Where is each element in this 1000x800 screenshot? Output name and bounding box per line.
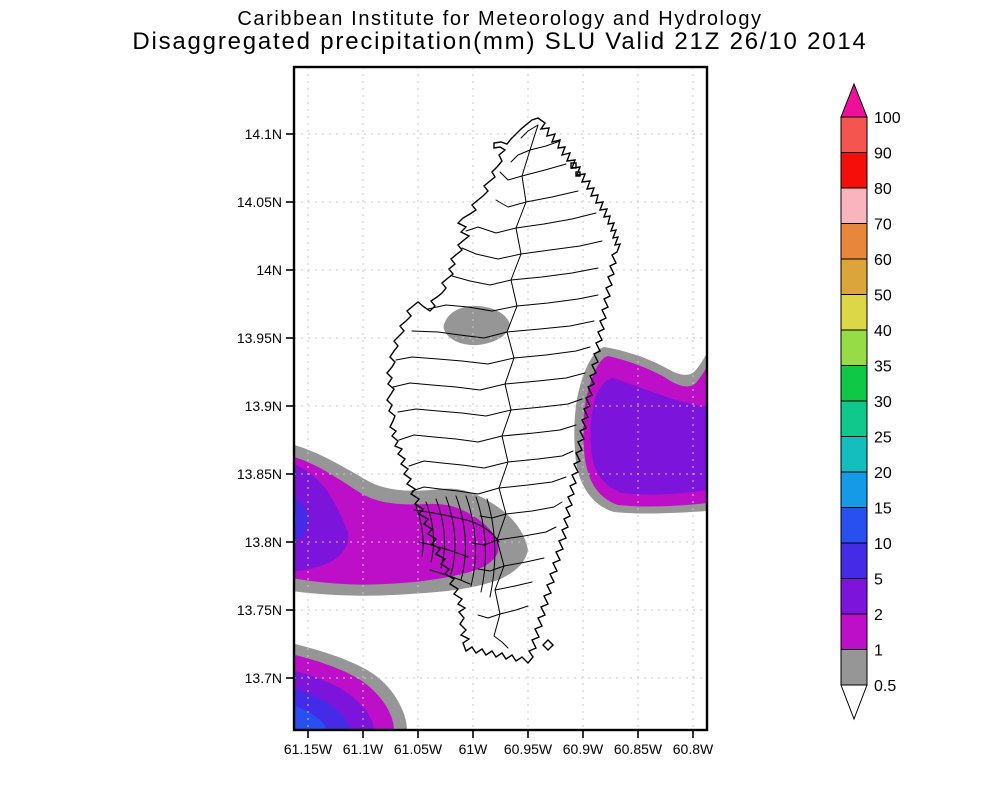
watershed-lines-southwest-fan	[413, 495, 509, 649]
colorbar-label: 5	[874, 572, 883, 589]
colorbar-label: 2	[874, 607, 883, 624]
watershed-lines-east	[494, 140, 603, 615]
colorbar-box-50-60	[840, 258, 868, 295]
saint-lucia-watershed-map	[386, 117, 622, 665]
colorbar-box-80-90	[840, 152, 868, 189]
y-axis-label: 14N	[256, 262, 282, 278]
northeast-islet-1	[570, 162, 577, 169]
colorbar-label: 10	[874, 536, 892, 553]
colorbar-box-5-10	[840, 542, 868, 579]
colorbar-box-2-5	[840, 578, 868, 615]
colorbar-box-35-40	[840, 329, 868, 366]
west-rain-area-5mm	[294, 497, 309, 542]
colorbar-arrow-over-100	[840, 82, 868, 118]
chart-title-line2: Disaggregated precipitation(mm) SLU Vali…	[132, 28, 868, 55]
colorbar-box-90-100	[840, 116, 868, 153]
colorbar-label: 35	[874, 359, 892, 376]
colorbar-label: 60	[874, 252, 892, 269]
northeast-islet-2	[575, 171, 581, 177]
watershed-lines-west	[392, 124, 539, 495]
colorbar-box-0.5-1	[840, 649, 868, 686]
colorbar-label: 90	[874, 146, 892, 163]
x-axis-label: 61.05W	[394, 741, 443, 757]
colorbar-box-20-25	[840, 436, 868, 473]
colorbar-box-25-30	[840, 400, 868, 437]
y-axis-label: 13.9N	[245, 398, 282, 414]
x-axis-label: 61W	[459, 741, 489, 757]
y-axis-label: 14.1N	[245, 126, 282, 142]
map-frame	[292, 65, 709, 732]
east-rain-area-2mm	[590, 378, 707, 495]
axis-ticks-and-labels: 14.1N 14.05N 14N 13.95N 13.9N 13.85N 13.8N 13.7…	[237, 126, 714, 757]
y-axis-label: 13.8N	[245, 534, 282, 550]
y-axis-label: 13.75N	[237, 602, 282, 618]
x-axis-label: 60.95W	[504, 741, 553, 757]
colorbar-box-30-35	[840, 365, 868, 402]
lat-lon-gridlines	[294, 67, 707, 730]
colorbar-box-10-15	[840, 507, 868, 544]
colorbar-label: 25	[874, 430, 892, 447]
x-axis-label: 60.8W	[673, 741, 714, 757]
color-scale-bar: 100 90 80 70 60 50 40 35 30 25 20 15 10 5 2 1 0.5	[840, 82, 901, 721]
x-axis-label: 60.9W	[563, 741, 604, 757]
coastline	[386, 117, 622, 665]
x-axis-label: 61.15W	[284, 741, 333, 757]
x-axis-label: 60.85W	[614, 741, 663, 757]
colorbar-box-40-50	[840, 294, 868, 331]
y-axis-label: 13.7N	[245, 670, 282, 686]
maria-islet	[542, 639, 554, 651]
y-axis-label: 13.95N	[237, 330, 282, 346]
colorbar-label: 80	[874, 181, 892, 198]
chart-title-line1: Caribbean Institute for Meteorology and …	[237, 8, 763, 30]
y-axis-label: 14.05N	[237, 194, 282, 210]
colorbar-arrow-under-0.5	[840, 684, 868, 721]
colorbar-box-15-20	[840, 471, 868, 508]
colorbar-label: 1	[874, 643, 883, 660]
x-axis-label: 61.1W	[343, 741, 384, 757]
colorbar-label: 70	[874, 217, 892, 234]
colorbar-label: 0.5	[874, 678, 896, 695]
west-rain-area-1mm	[294, 456, 499, 585]
colorbar-label: 30	[874, 394, 892, 411]
colorbar-label: 15	[874, 501, 892, 518]
y-axis-label: 13.85N	[237, 466, 282, 482]
colorbar-box-70-80	[840, 187, 868, 224]
colorbar-box-1-2	[840, 613, 868, 650]
colorbar-box-60-70	[840, 223, 868, 260]
precipitation-shading	[294, 305, 707, 730]
colorbar-label: 100	[874, 110, 901, 127]
colorbar-label: 20	[874, 465, 892, 482]
colorbar-label: 40	[874, 323, 892, 340]
southwest-corner-rain-10mm	[294, 705, 327, 730]
colorbar-label: 50	[874, 288, 892, 305]
inland-rain-patch-0.5mm	[443, 305, 510, 346]
